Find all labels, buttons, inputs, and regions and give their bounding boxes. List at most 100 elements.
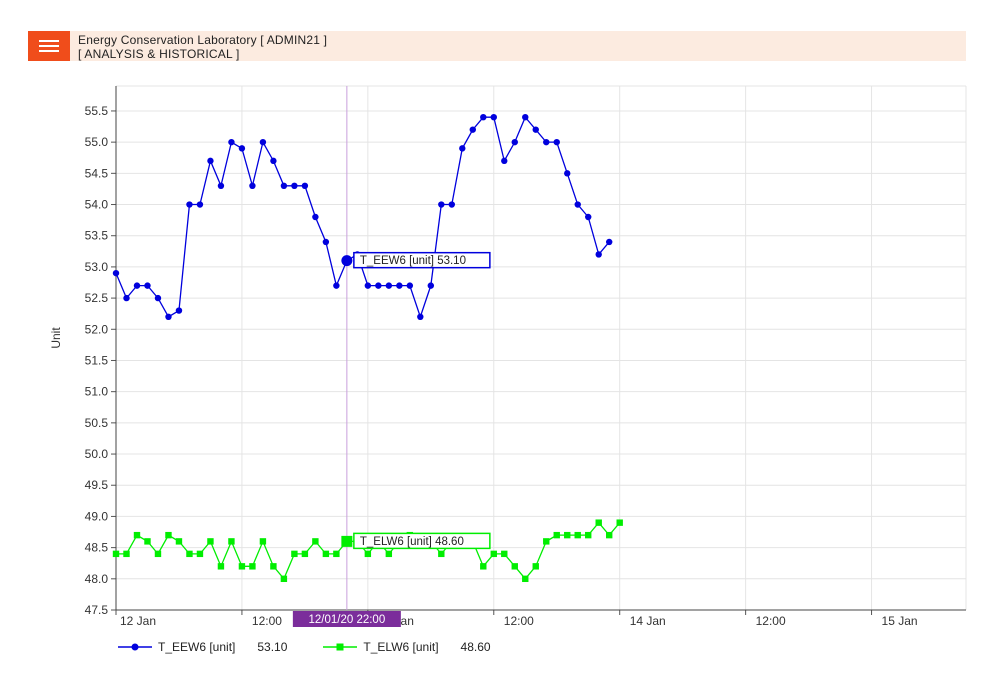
data-point[interactable]: [196, 550, 204, 558]
data-point[interactable]: [333, 282, 340, 289]
data-point[interactable]: [532, 126, 539, 133]
data-point[interactable]: [522, 575, 529, 583]
hamburger-menu-button[interactable]: [28, 31, 70, 61]
data-point[interactable]: [270, 157, 277, 165]
data-point[interactable]: [595, 251, 602, 258]
data-point[interactable]: [301, 550, 309, 558]
cursor-label-box: [292, 611, 401, 627]
data-point[interactable]: [501, 550, 508, 558]
data-point[interactable]: [123, 550, 130, 558]
data-point[interactable]: [259, 138, 267, 146]
data-point[interactable]: [501, 157, 508, 165]
data-point[interactable]: [238, 145, 246, 152]
data-point[interactable]: [616, 519, 623, 526]
data-point[interactable]: [427, 282, 435, 289]
data-point[interactable]: [291, 182, 298, 190]
data-point[interactable]: [396, 282, 403, 289]
x-tick-label: 15 Jan: [882, 614, 918, 628]
data-point[interactable]: [259, 538, 267, 545]
data-point[interactable]: [123, 294, 130, 302]
data-point[interactable]: [364, 282, 372, 289]
data-point[interactable]: [469, 126, 476, 133]
data-point[interactable]: [322, 238, 330, 246]
data-point[interactable]: [154, 550, 162, 558]
data-point[interactable]: [385, 282, 393, 289]
data-point[interactable]: [574, 531, 581, 539]
data-point[interactable]: [144, 282, 151, 289]
data-point[interactable]: [112, 550, 120, 558]
chart-grid: [116, 85, 967, 611]
data-point[interactable]: [301, 182, 309, 190]
header-bar: [28, 31, 966, 61]
data-point[interactable]: [207, 538, 214, 545]
x-tick-label: 12:00: [756, 614, 786, 628]
data-point[interactable]: [280, 182, 288, 190]
chart-cursor[interactable]: 12/01/20 22:00: [292, 86, 401, 627]
data-point[interactable]: [438, 201, 445, 208]
data-point[interactable]: [417, 313, 424, 321]
data-point[interactable]: [312, 213, 319, 221]
data-point[interactable]: [606, 238, 613, 246]
data-point[interactable]: [133, 282, 141, 289]
data-point[interactable]: [585, 213, 592, 221]
data-point[interactable]: [165, 313, 172, 321]
data-point[interactable]: [175, 307, 183, 314]
data-point[interactable]: [217, 563, 225, 570]
data-point[interactable]: [333, 550, 340, 558]
data-point[interactable]: [207, 157, 214, 165]
data-point[interactable]: [564, 170, 571, 177]
data-point[interactable]: [480, 563, 487, 570]
data-point[interactable]: [375, 282, 382, 289]
data-point[interactable]: [249, 182, 256, 190]
data-point[interactable]: [595, 519, 602, 526]
data-point[interactable]: [490, 550, 497, 558]
chart-axes: [111, 86, 966, 615]
data-point[interactable]: [553, 138, 560, 146]
data-point[interactable]: [511, 138, 518, 146]
data-point[interactable]: [553, 531, 560, 539]
x-tick-label: 12:00: [504, 614, 534, 628]
data-point[interactable]: [228, 538, 235, 545]
data-point[interactable]: [511, 563, 518, 570]
data-point[interactable]: [291, 550, 298, 558]
data-point[interactable]: [322, 550, 330, 558]
data-point[interactable]: [217, 182, 225, 190]
data-point[interactable]: [574, 201, 581, 208]
data-point[interactable]: [448, 201, 456, 208]
y-tick-label: 47.5: [85, 603, 109, 617]
data-point[interactable]: [312, 538, 319, 545]
data-point[interactable]: [175, 538, 183, 545]
data-point[interactable]: [133, 531, 141, 539]
data-point[interactable]: [186, 550, 193, 558]
y-tick-label: 52.5: [85, 291, 109, 305]
legend-item-series-1[interactable]: T_EEW6 [unit] 53.10: [118, 640, 287, 654]
data-point[interactable]: [364, 550, 372, 558]
data-point[interactable]: [228, 138, 235, 146]
data-point[interactable]: [532, 563, 539, 570]
data-point[interactable]: [543, 138, 550, 146]
data-point[interactable]: [196, 201, 204, 208]
data-point[interactable]: [522, 113, 529, 121]
data-point[interactable]: [270, 563, 277, 570]
data-point[interactable]: [385, 550, 393, 558]
data-point[interactable]: [280, 575, 288, 583]
data-point[interactable]: [543, 538, 550, 545]
chart-tooltips: T_EEW6 [unit] 53.10 T_ELW6 [unit] 48.60: [341, 251, 491, 550]
data-point[interactable]: [112, 269, 120, 277]
data-point[interactable]: [480, 113, 487, 121]
data-point[interactable]: [186, 201, 193, 208]
data-point[interactable]: [249, 563, 256, 570]
data-point[interactable]: [606, 531, 613, 539]
data-point[interactable]: [564, 531, 571, 539]
data-point[interactable]: [438, 550, 445, 558]
data-point[interactable]: [144, 538, 151, 545]
data-point[interactable]: [154, 294, 162, 302]
data-point[interactable]: [165, 531, 172, 539]
data-point[interactable]: [490, 113, 497, 121]
data-point[interactable]: [238, 563, 246, 570]
data-point[interactable]: [459, 145, 466, 152]
legend-item-series-2[interactable]: T_ELW6 [unit] 48.60: [323, 640, 491, 654]
data-point[interactable]: [585, 531, 592, 539]
data-point[interactable]: [406, 282, 414, 289]
